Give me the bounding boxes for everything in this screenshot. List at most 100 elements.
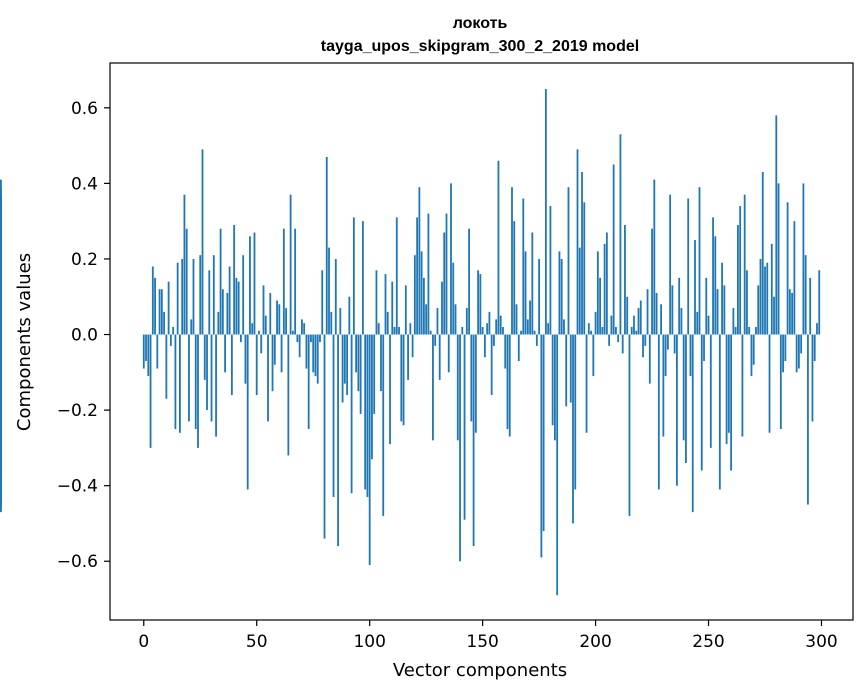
bar-94: [355, 334, 358, 373]
bar-101: [371, 334, 373, 460]
bar-18: [183, 194, 186, 335]
bar-48: [251, 323, 254, 335]
bar-279: [773, 296, 775, 335]
x-axis-label: Vector components: [393, 660, 567, 681]
bar-58: [273, 334, 276, 365]
bar-230: [662, 334, 665, 437]
y-tick-label: 0.4: [71, 174, 98, 194]
bar-21: [190, 319, 193, 335]
bar-62: [282, 228, 285, 335]
bar-274: [761, 172, 764, 335]
bar-201: [596, 251, 599, 335]
bar-292: [802, 183, 805, 335]
bar-83: [330, 311, 333, 335]
bar-174: [535, 334, 538, 346]
bar-243: [691, 334, 694, 513]
bar-24: [197, 334, 199, 448]
y-tick-label: −0.2: [57, 401, 98, 421]
bar-134: [445, 213, 448, 335]
bar-142: [463, 334, 466, 520]
bar-19: [185, 228, 188, 335]
bar-26: [201, 149, 204, 335]
bar-9: [163, 311, 166, 335]
y-tick-label: 0.6: [71, 99, 98, 119]
bar-297: [813, 334, 816, 361]
bar-246: [698, 187, 701, 335]
bar-157: [497, 160, 500, 335]
bar-205: [605, 232, 608, 335]
plot-frame: [109, 62, 854, 621]
bar-undefined: [0, 334, 2, 380]
bar-223: [646, 289, 649, 335]
bar-256: [721, 262, 723, 335]
bar-269: [750, 334, 753, 377]
bar-278: [770, 243, 773, 335]
bar-65: [289, 194, 292, 335]
bar-264: [739, 206, 742, 335]
bar-79: [321, 270, 324, 335]
bar-219: [637, 308, 640, 335]
bar-212: [621, 334, 624, 354]
bar-138: [454, 304, 457, 335]
bar-242: [689, 334, 692, 377]
bar-218: [635, 330, 638, 335]
bar-284: [784, 334, 787, 361]
bar-56: [269, 292, 272, 335]
y-tick-label: −0.6: [57, 552, 98, 572]
bar-6: [156, 334, 159, 369]
bar-57: [271, 334, 274, 392]
bar-71: [303, 323, 306, 335]
bar-233: [669, 194, 672, 335]
bar-150: [481, 326, 484, 335]
bar-277: [768, 334, 771, 433]
x-tick-label: 100: [353, 632, 385, 652]
bar-97: [362, 221, 364, 335]
bar-121: [416, 217, 419, 335]
bar-199: [592, 334, 595, 377]
bar-268: [748, 326, 751, 335]
bar-95: [357, 334, 360, 392]
bar-136: [450, 183, 452, 335]
bar-22: [192, 258, 195, 335]
bar-195: [583, 202, 586, 335]
bar-67: [294, 228, 297, 335]
bar-204: [603, 243, 606, 335]
bar-139: [456, 334, 459, 441]
bar-260: [730, 334, 733, 471]
bar-220: [639, 300, 642, 335]
bar-4: [151, 266, 154, 335]
bar-110: [391, 281, 394, 335]
x-tick-label: 200: [579, 632, 611, 652]
bar-90: [346, 334, 348, 395]
bar-116: [404, 285, 407, 335]
bar-207: [610, 315, 613, 335]
bar-113: [398, 326, 400, 335]
bar-52: [260, 334, 263, 354]
bar-88: [341, 334, 344, 403]
bar-81: [325, 156, 328, 335]
bar-178: [544, 88, 547, 335]
bar-162: [508, 334, 511, 437]
bar-248: [703, 334, 705, 361]
bar-271: [755, 326, 757, 335]
bar-299: [818, 270, 821, 335]
bar-undefined: [0, 334, 2, 475]
bar-96: [359, 334, 362, 414]
bar-120: [413, 255, 416, 335]
bar-91: [348, 296, 351, 335]
bar-60: [278, 304, 281, 335]
bar-39: [230, 334, 233, 395]
bar-41: [235, 277, 238, 335]
x-tick-label: 300: [805, 632, 837, 652]
bar-159: [502, 326, 504, 335]
bar-176: [540, 334, 543, 558]
bar-222: [644, 334, 647, 346]
bar-119: [411, 334, 414, 358]
bar-20: [188, 334, 190, 422]
bar-161: [506, 334, 509, 429]
bar-224: [648, 334, 651, 384]
bar-143: [465, 308, 468, 335]
bar-131: [438, 334, 441, 380]
bar-252: [712, 217, 714, 335]
bar-196: [585, 334, 588, 433]
